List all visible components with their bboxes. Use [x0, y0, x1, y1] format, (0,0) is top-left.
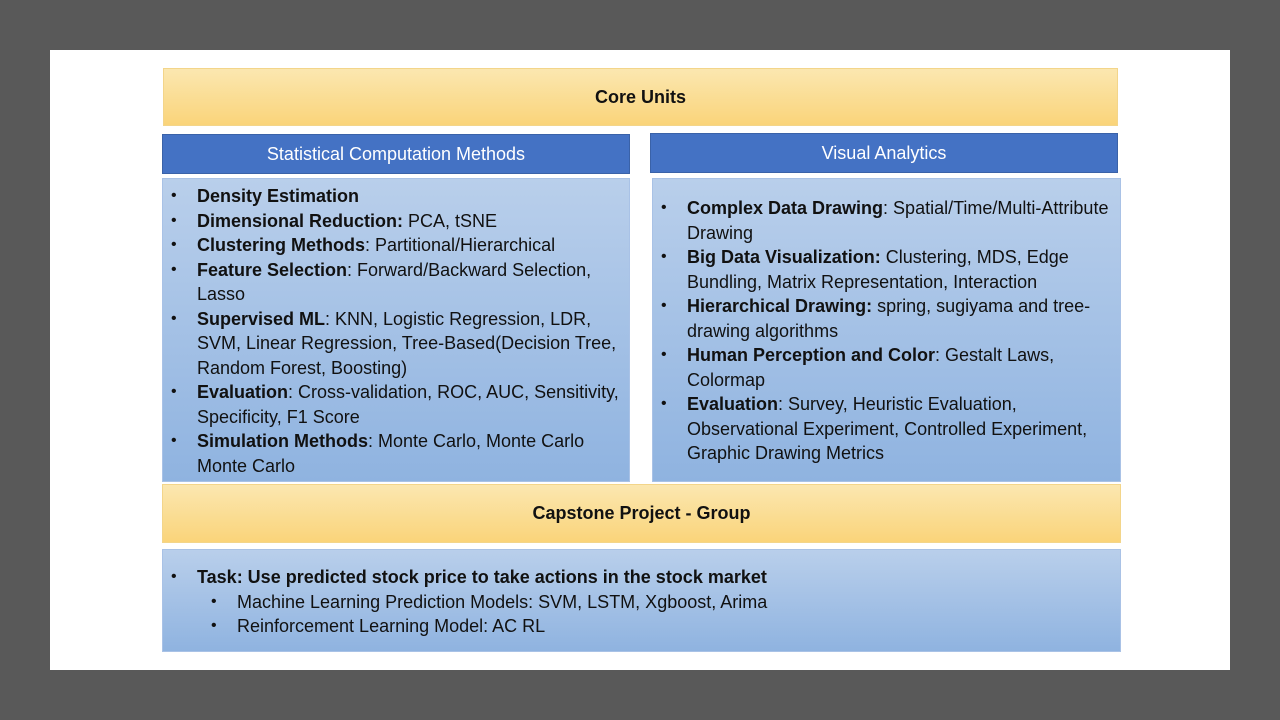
- list-item: Dimensional Reduction: PCA, tSNE: [163, 209, 623, 234]
- list-item: Human Perception and Color: Gestalt Laws…: [653, 343, 1110, 392]
- list-item: Supervised ML: KNN, Logistic Regression,…: [163, 307, 623, 381]
- left-column-header: Statistical Computation Methods: [162, 134, 630, 174]
- capstone-title: Capstone Project - Group: [532, 503, 751, 523]
- capstone-bullet-list: Task: Use predicted stock price to take …: [163, 565, 1110, 590]
- list-item: Feature Selection: Forward/Backward Sele…: [163, 258, 623, 307]
- list-item: Evaluation: Survey, Heuristic Evaluation…: [653, 392, 1110, 466]
- core-units-title: Core Units: [594, 86, 686, 107]
- list-item: Task: Use predicted stock price to take …: [163, 565, 1110, 590]
- right-header-title: Visual Analytics: [821, 142, 947, 163]
- list-item: Hierarchical Drawing: spring, sugiyama a…: [653, 294, 1110, 343]
- right-bullet-list: Complex Data Drawing: Spatial/Time/Multi…: [653, 196, 1110, 466]
- list-item: Machine Learning Prediction Models: SVM,…: [163, 590, 1110, 615]
- core-units-banner: Core Units: [163, 68, 1118, 126]
- left-bullet-list: Density Estimation Dimensional Reduction…: [163, 184, 623, 478]
- list-item: Density Estimation: [163, 184, 623, 209]
- left-header-title: Statistical Computation Methods: [266, 143, 526, 164]
- capstone-banner: Capstone Project - Group: [162, 484, 1121, 543]
- capstone-content-panel: Task: Use predicted stock price to take …: [162, 549, 1121, 652]
- list-item: Clustering Methods: Partitional/Hierarch…: [163, 233, 623, 258]
- list-item: Evaluation: Cross-validation, ROC, AUC, …: [163, 380, 623, 429]
- list-item: Complex Data Drawing: Spatial/Time/Multi…: [653, 196, 1110, 245]
- left-content-panel: Density Estimation Dimensional Reduction…: [162, 178, 630, 482]
- capstone-task: Task: Use predicted stock price to take …: [197, 567, 767, 587]
- list-item: Simulation Methods: Monte Carlo, Monte C…: [163, 429, 623, 478]
- list-item: Big Data Visualization: Clustering, MDS,…: [653, 245, 1110, 294]
- capstone-sub-list: Machine Learning Prediction Models: SVM,…: [163, 590, 1110, 639]
- right-content-panel: Complex Data Drawing: Spatial/Time/Multi…: [652, 178, 1121, 482]
- right-column-header: Visual Analytics: [650, 133, 1118, 173]
- list-item: Reinforcement Learning Model: AC RL: [163, 614, 1110, 639]
- slide: Core Units Statistical Computation Metho…: [50, 50, 1230, 670]
